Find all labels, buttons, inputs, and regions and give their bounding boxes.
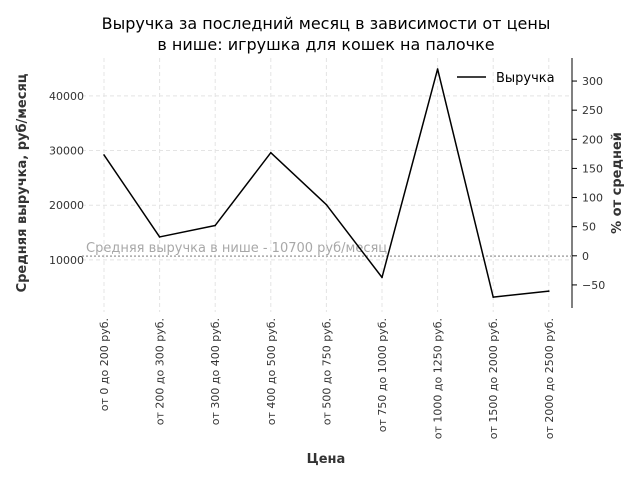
x-tick-label: от 0 до 200 руб. <box>98 318 111 411</box>
series-group <box>103 68 550 298</box>
average-line-group: Средняя выручка в нише - 10700 руб/месяц <box>82 241 572 257</box>
y2-tick-label: 250 <box>582 104 603 117</box>
y2-tick-label: 200 <box>582 133 603 146</box>
y2-tick-label: −50 <box>582 279 605 292</box>
right-y-axis: −50 0 50 100 150 200 250 300 <box>571 58 605 308</box>
x-tick-label: от 750 до 1000 руб. <box>376 318 389 432</box>
data-point <box>381 276 383 279</box>
data-point <box>325 203 328 206</box>
x-tick-label: от 200 до 300 руб. <box>154 318 167 425</box>
y-axis-label: Средняя выручка, руб/месяц <box>15 73 30 292</box>
data-point <box>492 296 495 298</box>
x-tick-labels: от 0 до 200 руб. от 200 до 300 руб. от 300… <box>98 318 556 439</box>
grid <box>82 58 572 312</box>
y-tick-label: 30000 <box>49 145 84 158</box>
data-point <box>214 224 216 227</box>
y2-tick-label: 100 <box>582 192 603 205</box>
x-tick-label: от 1000 до 1250 руб. <box>432 318 445 439</box>
data-point <box>103 154 105 156</box>
data-point <box>158 236 161 238</box>
x-tick-label: от 1500 до 2000 руб. <box>487 318 500 439</box>
x-tick-label: от 300 до 400 руб. <box>209 318 222 425</box>
y2-tick-label: 0 <box>582 250 589 263</box>
y2-tick-label: 50 <box>582 221 596 234</box>
y-tick-label: 40000 <box>49 90 84 103</box>
y2-tick-label: 150 <box>582 162 603 175</box>
x-tick-label: от 500 до 750 руб. <box>320 318 333 425</box>
legend: Выручка <box>457 71 555 86</box>
y-tick-label: 10000 <box>49 254 84 267</box>
x-tick-label: от 400 до 500 руб. <box>265 318 278 425</box>
y2-tick-label: 300 <box>582 75 603 88</box>
data-point <box>270 151 272 154</box>
y-tick-label: 20000 <box>49 199 84 212</box>
x-axis-label: Цена <box>307 452 346 467</box>
data-point <box>548 290 550 292</box>
x-tick-label: от 2000 до 2500 руб. <box>543 318 556 439</box>
average-annotation: Средняя выручка в нише - 10700 руб/месяц <box>86 241 387 256</box>
data-point <box>436 68 439 70</box>
legend-label: Выручка <box>496 71 555 86</box>
chart-title-line1: Выручка за последний месяц в зависимости… <box>102 14 551 33</box>
y2-axis-label: % от средней <box>610 132 625 234</box>
left-y-tick-labels: 10000 20000 30000 40000 <box>49 90 84 267</box>
chart-title-line2: в нише: игрушка для кошек на палочке <box>157 35 494 54</box>
